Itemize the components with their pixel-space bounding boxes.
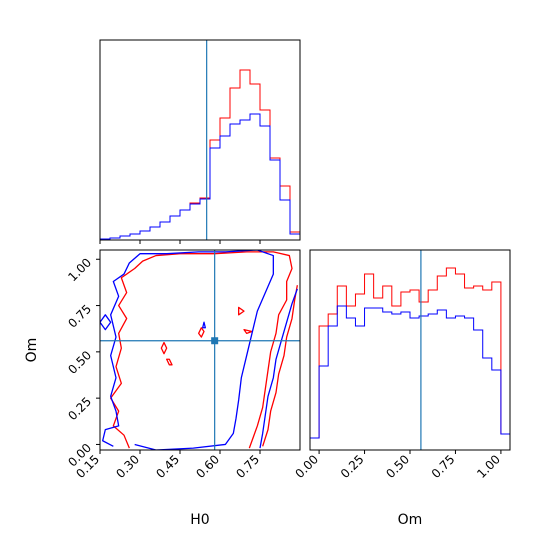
om-xtick-label-2: 0.50 (383, 452, 412, 481)
joint-truth-marker (211, 337, 219, 345)
contour-line-10 (100, 314, 112, 331)
joint-ytick-label-4: 1.00 (65, 255, 94, 284)
om-xtick-label-3: 0.75 (429, 452, 458, 481)
contour-line-0 (166, 358, 173, 366)
joint-contours (100, 250, 298, 450)
om-xlabel: Om (398, 512, 423, 528)
joint-xtick-label-4: 0.75 (233, 452, 262, 481)
h0-om-joint-panel: 0.15 0.30 0.45 0.60 0.750.000.250.500.751.00… (24, 249, 301, 528)
joint-ytick-label-1: 0.25 (65, 394, 94, 423)
contour-line-6 (262, 285, 298, 447)
om-histogram-series-0 (309, 267, 511, 450)
contour-line-1 (160, 341, 168, 355)
joint-xtick-label-2: 0.45 (153, 452, 182, 481)
contour-line-5 (110, 251, 293, 449)
contour-line-7 (202, 321, 206, 329)
joint-xtick-label-1: 0.30 (113, 452, 142, 481)
joint-ytick-label-3: 0.75 (65, 302, 94, 331)
om-xtick-label-0: 0.00 (292, 452, 321, 481)
om-xtick-label-4: 1.00 (474, 452, 503, 481)
contour-line-2 (198, 327, 205, 338)
contour-line-8 (102, 250, 274, 450)
joint-panel-frame (99, 249, 301, 451)
om-marginal-panel: 0.00 0.25 0.50 0.75 1.00 Om (292, 249, 511, 528)
om-panel-frame (309, 249, 511, 451)
h0-panel-frame (99, 39, 301, 241)
contour-line-9 (259, 288, 298, 449)
om-xtick-label-1: 0.25 (338, 452, 367, 481)
contour-line-3 (238, 306, 245, 316)
om-histogram-series-1 (309, 305, 511, 450)
joint-xlabel: H0 (190, 512, 209, 528)
joint-ytick-label-2: 0.50 (65, 348, 94, 377)
joint-ylabel: Om (24, 338, 40, 363)
joint-xtick-label-3: 0.60 (193, 452, 222, 481)
h0-marginal-panel (99, 39, 301, 244)
contour-line-4 (243, 328, 253, 334)
h0-histogram-series-1 (99, 113, 301, 240)
